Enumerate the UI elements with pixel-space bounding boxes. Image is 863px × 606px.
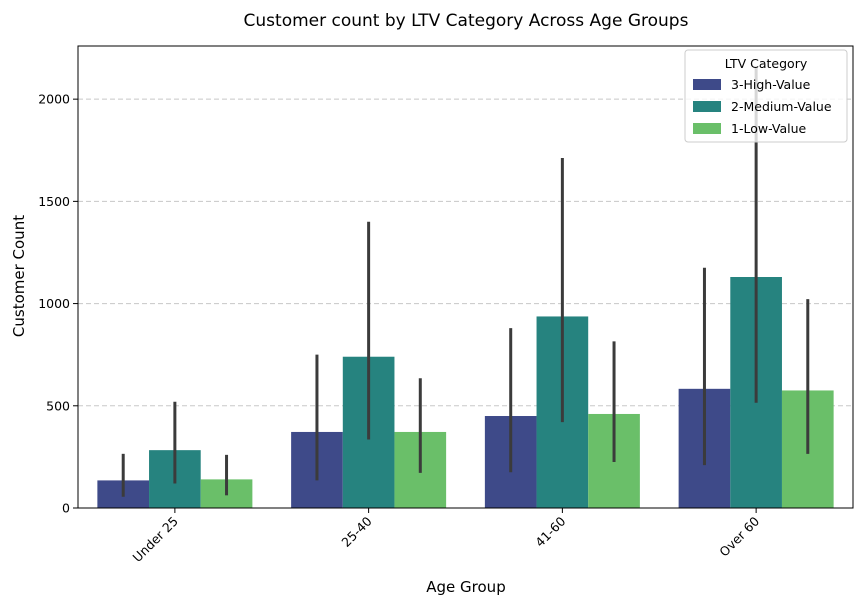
legend-entry: 3-High-Value (731, 77, 811, 92)
x-tick-label: Over 60 (716, 513, 762, 559)
x-axis-label: Age Group (426, 578, 505, 596)
legend-box (684, 49, 848, 143)
y-tick-label: 500 (46, 398, 70, 413)
legend-entry: 1-Low-Value (731, 121, 806, 136)
legend-title: LTV Category (725, 56, 808, 71)
y-tick-label: 0 (62, 501, 70, 516)
x-tick-label: 41-60 (532, 513, 568, 549)
legend-entry: 2-Medium-Value (731, 99, 832, 114)
legend-swatch (693, 101, 721, 112)
gridlines (78, 98, 853, 407)
y-axis-label: Customer Count (10, 215, 28, 337)
y-tick-label: 2000 (38, 92, 70, 107)
y-tick-label: 1000 (38, 296, 70, 311)
chart-title: Customer count by LTV Category Across Ag… (244, 11, 689, 31)
plot-frame (77, 45, 854, 509)
legend: LTV Category 3-High-Value 2-Medium-Value 1… (684, 49, 848, 143)
x-axis-ticks: Under 25 25-40 41-60 Over 60 (130, 508, 762, 565)
legend-swatch (693, 123, 721, 134)
legend-swatch (693, 79, 721, 90)
y-tick-label: 1500 (38, 194, 70, 209)
x-tick-label: 25-40 (338, 513, 374, 549)
x-tick-label: Under 25 (130, 514, 181, 565)
y-axis-ticks: 0 500 1000 1500 2000 (38, 92, 78, 516)
bars (97, 277, 834, 508)
